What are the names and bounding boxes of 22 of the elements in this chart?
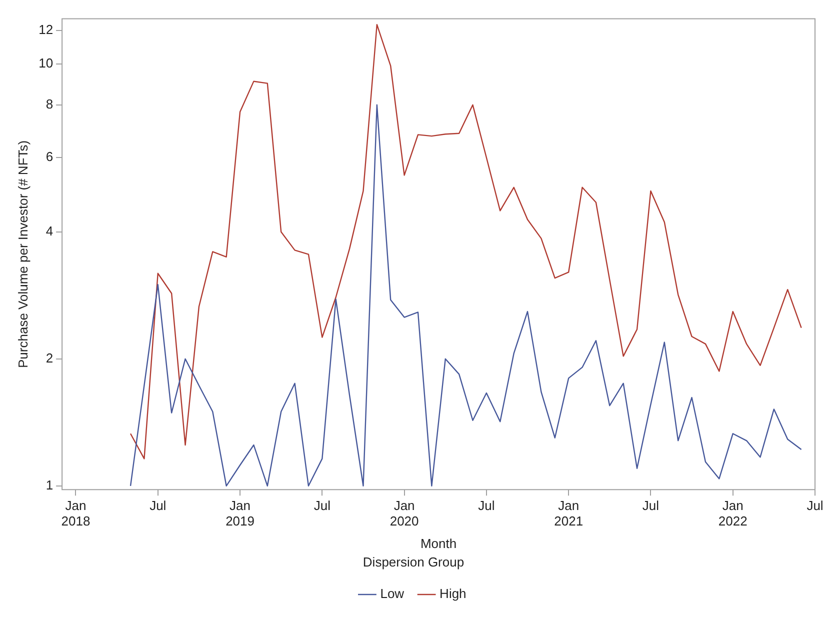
y-axis-title: Purchase Volume per Investor (# NFTs) <box>15 140 30 368</box>
x-tick-label: Jul <box>642 498 660 513</box>
x-axis-title: Month <box>420 536 457 552</box>
legend-label: High <box>440 586 466 602</box>
y-tick-label: 12 <box>38 22 54 38</box>
y-tick-label: 6 <box>46 149 54 164</box>
x-tick-label: Jul <box>478 498 495 513</box>
y-tick-label: 1 <box>46 477 54 492</box>
y-tick-label: 4 <box>46 223 54 238</box>
x-tick-label: Jan 2020 <box>390 498 419 529</box>
legend-label: Low <box>380 586 405 602</box>
y-tick-label: 8 <box>46 96 54 112</box>
x-tick-label: Jul <box>150 498 166 513</box>
x-tick-label: Jan 2019 <box>226 498 254 529</box>
x-tick-label: Jan 2018 <box>61 498 90 529</box>
x-tick-label: Jul <box>314 498 331 513</box>
x-tick-label: Jan 2021 <box>554 498 584 529</box>
y-tick-label: 2 <box>46 350 54 366</box>
x-tick-label: Jul <box>806 498 824 513</box>
x-tick-label: Jan 2022 <box>718 498 748 529</box>
y-tick-label: 10 <box>38 56 54 71</box>
legend-title: Dispersion Group <box>362 554 464 570</box>
